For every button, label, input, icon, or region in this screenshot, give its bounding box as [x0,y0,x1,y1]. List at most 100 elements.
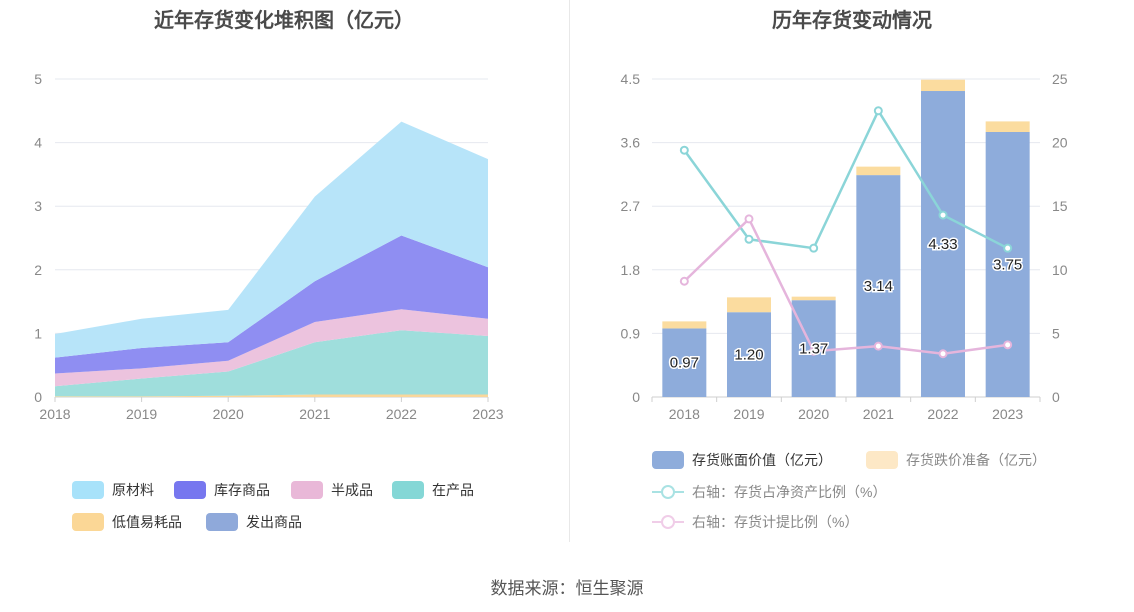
bar-data-label: 0.97 [670,355,699,372]
y2-tick-label: 20 [1052,135,1068,151]
legend-label: 存货账面价值（亿元） [692,452,832,468]
line-net-asset-ratio-point [744,234,754,244]
y-tick-label: 5 [34,71,42,87]
y-tick-label: 3 [34,198,42,214]
y-tick-label: 3.6 [621,135,641,151]
legend-swatch [866,451,898,469]
y-tick-label: 2.7 [621,198,641,214]
bar-reserve [727,297,771,313]
bar-data-label: 4.33 [928,236,957,253]
y2-tick-label: 5 [1052,325,1060,341]
line-provision-ratio-point [873,341,883,351]
x-tick-label: 2019 [126,406,157,422]
legend-line-swatch [652,513,684,531]
bar-data-label: 1.20 [734,347,763,364]
left-chart-panel: 近年存货变化堆积图（亿元） 0 1 2 3 4 5 2018 2019 2020 2021 2022… [0,0,568,560]
x-tick-label: 2018 [39,406,70,422]
x-tick-label: 2023 [992,406,1023,422]
bar-line-combo-chart: 0 0.9 1.8 2.7 3.6 4.5 0 5 10 15 20 25 2018 2019 2020 20… [621,71,1068,422]
x-tick-label: 2019 [733,406,764,422]
legend-line-swatch [652,483,684,501]
legend-item-shipped[interactable]: 发出商品 [206,512,302,532]
bar-reserve [791,296,836,301]
legend-item-reserve[interactable]: 存货跌价准备（亿元） [866,450,1046,470]
panel-divider [569,0,570,542]
x-tick-label: 2022 [386,406,417,422]
legend-swatch [72,481,104,499]
line-net-asset-ratio-point [873,106,883,116]
legend-item-book-value[interactable]: 存货账面价值（亿元） [652,450,832,470]
line-provision-ratio-point [1003,340,1013,350]
legend-item-low-value[interactable]: 低值易耗品 [72,512,182,532]
line-net-asset-ratio-point [938,210,948,220]
line-net-asset-ratio [683,108,1009,250]
legend-swatch [291,481,323,499]
stacked-area-chart: 0 1 2 3 4 5 2018 2019 2020 2021 2022 2023 [34,71,504,422]
y2-tick-label: 10 [1052,262,1068,278]
bar-data-label: 3.75 [993,257,1022,274]
line-net-asset-ratio-point [809,243,819,253]
legend-swatch [392,481,424,499]
legend-swatch [206,513,238,531]
x-tick-label: 2022 [927,406,958,422]
y-tick-label: 4 [34,135,42,151]
legend-label: 在产品 [432,482,474,498]
line-provision-ratio-point [938,349,948,359]
area-series [55,394,488,397]
line-provision-ratio-point [744,214,754,224]
line-provision-ratio [683,216,1008,356]
area-series [55,235,488,374]
legend-label: 发出商品 [246,514,302,530]
y2-tick-label: 25 [1052,71,1068,87]
legend-label: 右轴：存货占净资产比例（%） [692,484,887,500]
bar-reserve [921,79,965,92]
x-tick-label: 2020 [213,406,244,422]
legend-label: 半成品 [331,482,373,498]
y-tick-label: 1 [34,325,42,341]
y2-tick-label: 15 [1052,198,1068,214]
bar-reserve [662,321,707,329]
y2-tick-label: 0 [1052,389,1060,405]
y-tick-label: 1.8 [621,262,641,278]
bar-reserve [856,166,901,176]
legend-label: 右轴：存货计提比例（%） [692,514,859,530]
legend-item-wip[interactable]: 在产品 [392,480,474,500]
x-tick-label: 2021 [299,406,330,422]
x-tick-label: 2021 [863,406,894,422]
bar-data-label: 1.37 [799,341,828,358]
legend-swatch [652,451,684,469]
y-tick-label: 2 [34,262,42,278]
right-chart-panel: 历年存货变动情况 0 0.9 1.8 2.7 3.6 4.5 0 5 10 15 20 25 2018 2… [570,0,1134,560]
x-tick-label: 2023 [472,406,503,422]
bar-book-value [921,91,965,397]
left-chart-title: 近年存货变化堆积图（亿元） [154,10,414,32]
legend-item-finished-goods[interactable]: 库存商品 [174,480,270,500]
legend-label: 原材料 [112,482,154,498]
bar-book-value [727,312,771,397]
data-source-caption: 数据来源：恒生聚源 [490,579,644,598]
line-provision-ratio-point [809,346,819,356]
legend-item-provision-ratio[interactable]: 右轴：存货计提比例（%） [652,512,858,532]
area-series [55,121,488,358]
line-net-asset-ratio-point [1003,243,1013,253]
area-series [55,309,488,387]
legend-item-net-asset-ratio[interactable]: 右轴：存货占净资产比例（%） [652,482,886,502]
line-provision-ratio-point [679,276,689,286]
y-tick-label: 0 [34,389,42,405]
legend-label: 存货跌价准备（亿元） [906,452,1046,468]
bar-book-value [856,175,901,397]
legend-swatch [72,513,104,531]
bar-book-value [662,328,707,397]
bar-book-value [985,132,1030,397]
legend-label: 库存商品 [214,482,270,498]
area-series [55,330,488,397]
x-tick-label: 2018 [669,406,700,422]
bar-reserve [985,121,1030,132]
y-tick-label: 4.5 [621,71,641,87]
bar-data-label: 3.14 [864,278,893,295]
right-chart-title: 历年存货变动情况 [772,10,932,32]
legend-swatch [174,481,206,499]
legend-item-semi-finished[interactable]: 半成品 [291,480,373,500]
legend-item-raw-materials[interactable]: 原材料 [72,480,154,500]
y-tick-label: 0 [632,389,640,405]
